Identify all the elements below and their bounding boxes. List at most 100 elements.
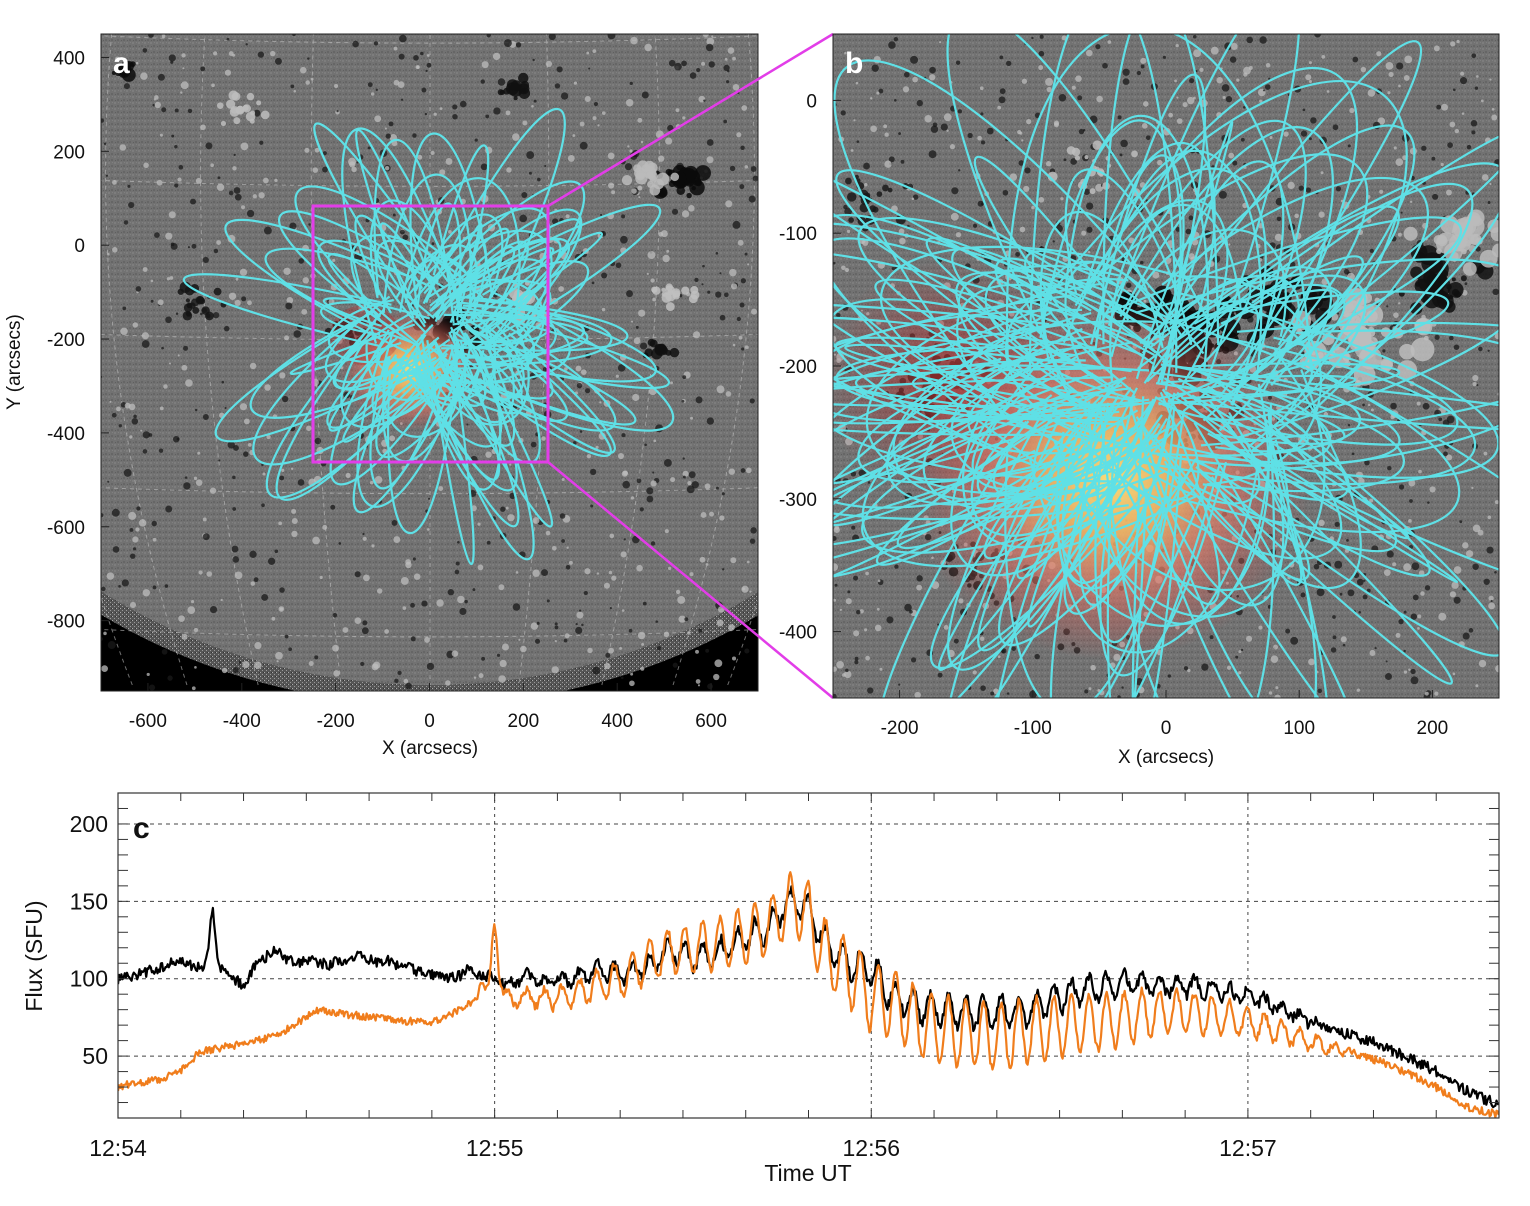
polarity-speck: [844, 51, 847, 55]
field-line: [434, 340, 553, 528]
polarity-speck: [607, 34, 616, 40]
polarity-speck: [729, 268, 737, 277]
polarity-speck: [1449, 121, 1456, 128]
panel-a-letter: a: [113, 47, 130, 80]
polarity-speck: [1290, 636, 1299, 645]
polarity-speck: [617, 364, 626, 372]
polarity-speck: [1019, 226, 1026, 233]
polarity-speck: [916, 584, 923, 591]
polarity-speck: [1085, 49, 1093, 57]
polarity-speck: [389, 435, 396, 442]
polarity-speck: [646, 487, 654, 495]
polarity-speck: [702, 34, 709, 38]
polarity-speck: [279, 475, 285, 481]
polarity-speck: [232, 166, 237, 171]
polarity-speck: [940, 123, 948, 131]
polarity-speck: [200, 312, 203, 316]
polarity-speck: [1006, 60, 1012, 67]
polarity-speck: [361, 627, 369, 635]
panel-c-plot-area: [118, 793, 1499, 1118]
field-line: [382, 173, 472, 313]
polarity-speck: [1390, 415, 1395, 420]
polarity-speck: [870, 125, 877, 133]
polarity-speck: [1347, 589, 1355, 597]
polarity-patch: [647, 338, 656, 347]
x-tick-label: 12:55: [466, 1135, 524, 1161]
polarity-speck: [611, 575, 617, 581]
polarity-speck: [291, 517, 298, 525]
polarity-speck: [609, 533, 615, 539]
polarity-speck: [177, 354, 180, 357]
polarity-speck: [1216, 77, 1223, 84]
polarity-speck: [1300, 130, 1308, 137]
polarity-patch: [1074, 155, 1081, 161]
polarity-speck: [559, 513, 566, 519]
polarity-speck: [1475, 684, 1479, 688]
polarity-speck: [1162, 55, 1166, 59]
polarity-speck: [292, 34, 296, 37]
polarity-speck: [195, 479, 203, 486]
polarity-speck: [306, 425, 312, 432]
polarity-speck: [604, 662, 611, 670]
polarity-patch: [635, 170, 646, 181]
polarity-speck: [1386, 305, 1389, 308]
polarity-patch: [621, 174, 633, 186]
polarity-patch: [854, 174, 859, 180]
polarity-speck: [202, 256, 209, 264]
polarity-speck: [290, 467, 294, 471]
polarity-speck: [977, 200, 984, 207]
polarity-speck: [637, 117, 643, 123]
polarity-speck: [109, 400, 112, 403]
polarity-speck: [1294, 213, 1299, 219]
polarity-speck: [142, 589, 150, 597]
polarity-speck: [1436, 104, 1442, 110]
polarity-speck: [554, 622, 558, 626]
y-tick-label: -600: [47, 518, 85, 539]
polarity-speck: [878, 88, 884, 94]
polarity-speck: [464, 599, 468, 604]
polarity-speck: [593, 101, 599, 107]
polarity-speck: [1400, 211, 1403, 214]
polarity-speck: [678, 615, 686, 623]
polarity-speck: [632, 393, 640, 402]
polarity-speck: [239, 268, 248, 276]
polarity-speck: [1187, 668, 1191, 673]
polarity-speck: [1081, 230, 1087, 236]
polarity-speck: [402, 606, 407, 610]
polarity-speck: [1408, 479, 1416, 487]
polarity-speck: [501, 643, 509, 651]
polarity-speck: [708, 61, 715, 68]
polarity-speck: [1403, 610, 1407, 614]
polarity-speck: [112, 247, 118, 253]
polarity-speck: [836, 660, 844, 669]
polarity-speck: [1317, 688, 1323, 694]
polarity-speck: [187, 606, 196, 615]
field-line: [415, 342, 485, 400]
polarity-speck: [197, 451, 201, 455]
polarity-speck: [1070, 158, 1078, 165]
polarity-speck: [597, 124, 600, 127]
polarity-speck: [128, 511, 137, 520]
polarity-speck: [1450, 41, 1456, 47]
polarity-speck: [1429, 486, 1436, 493]
polarity-speck: [221, 667, 228, 674]
polarity-speck: [682, 116, 686, 120]
polarity-speck: [681, 210, 690, 218]
polarity-speck: [452, 104, 458, 110]
field-line: [1167, 382, 1499, 431]
polarity-speck: [447, 588, 455, 596]
polarity-speck: [1001, 649, 1005, 654]
field-line: [970, 360, 1182, 537]
polarity-speck: [694, 277, 699, 282]
polarity-speck: [1495, 664, 1499, 673]
polarity-speck: [607, 152, 615, 160]
polarity-speck: [142, 431, 150, 439]
polarity-speck: [150, 279, 154, 283]
polarity-speck: [677, 595, 686, 604]
field-line: [278, 210, 439, 334]
polarity-speck: [228, 190, 234, 196]
field-line: [833, 294, 1129, 521]
polarity-speck: [576, 382, 583, 389]
field-line: [1039, 80, 1408, 424]
polarity-speck: [558, 286, 564, 292]
